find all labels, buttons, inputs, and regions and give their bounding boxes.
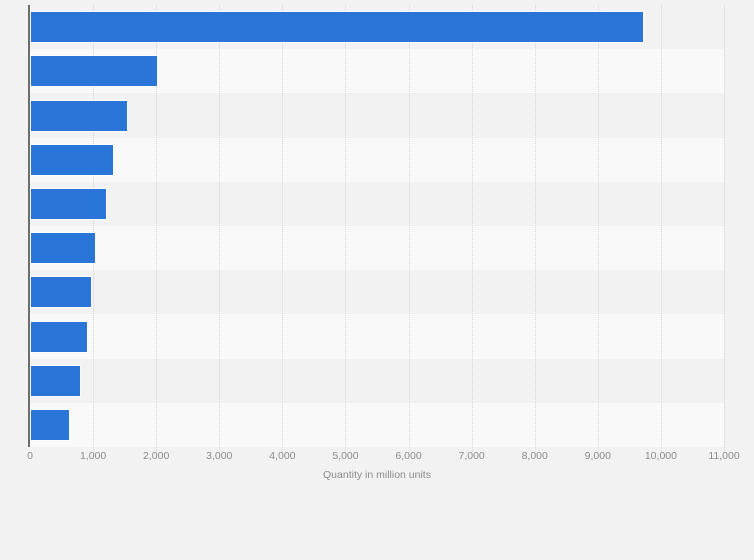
x-tick-label: 10,000 [644, 450, 677, 462]
bar[interactable] [31, 12, 643, 43]
row-band [30, 93, 724, 138]
row-band [30, 270, 724, 315]
plot-area [28, 5, 725, 452]
x-tick-label: 5,000 [332, 450, 359, 462]
bar[interactable] [31, 56, 158, 87]
y-axis-line [28, 5, 30, 447]
x-tick-label: 1,000 [79, 450, 107, 462]
bars-layer [30, 5, 724, 447]
x-tick-label: 3,000 [206, 450, 233, 462]
gridline [93, 5, 95, 452]
bar[interactable] [31, 409, 69, 440]
x-axis-title: Quantity in million units [323, 469, 431, 481]
bar[interactable] [31, 365, 81, 396]
gridline [724, 5, 725, 452]
bar[interactable] [31, 100, 127, 131]
x-tick-label: 0 [27, 450, 33, 462]
x-tick-label: 9,000 [584, 450, 611, 462]
bar[interactable] [31, 188, 107, 219]
bar[interactable] [31, 277, 91, 308]
gridlines-layer [30, 5, 725, 452]
bar[interactable] [31, 233, 95, 264]
gridline [156, 5, 158, 452]
x-tick-label: 11,000 [708, 450, 740, 462]
gridline [282, 5, 284, 452]
gridline [660, 5, 662, 452]
gridline [597, 5, 599, 452]
bar[interactable] [31, 321, 88, 352]
row-band [30, 358, 724, 403]
x-tick-label: 7,000 [458, 450, 485, 462]
gridline [534, 5, 536, 452]
x-tick-label: 8,000 [521, 450, 548, 462]
x-tick-label: 6,000 [395, 450, 422, 462]
bar[interactable] [31, 144, 114, 175]
row-bands-layer [30, 5, 724, 447]
row-band [30, 402, 724, 447]
gridline [471, 5, 473, 452]
row-band [30, 314, 724, 359]
gridline [219, 5, 221, 452]
row-band [30, 181, 724, 226]
row-band [30, 226, 724, 271]
x-axis-tick-labels: 0 1,000 2,000 3,000 4,000 5,000 6,000 7,000 8,00… [27, 450, 740, 464]
gridline [345, 5, 347, 452]
x-tick-label: 4,000 [269, 450, 296, 462]
gridline [408, 5, 410, 452]
row-band [30, 137, 724, 182]
x-tick-label: 2,000 [143, 450, 170, 462]
